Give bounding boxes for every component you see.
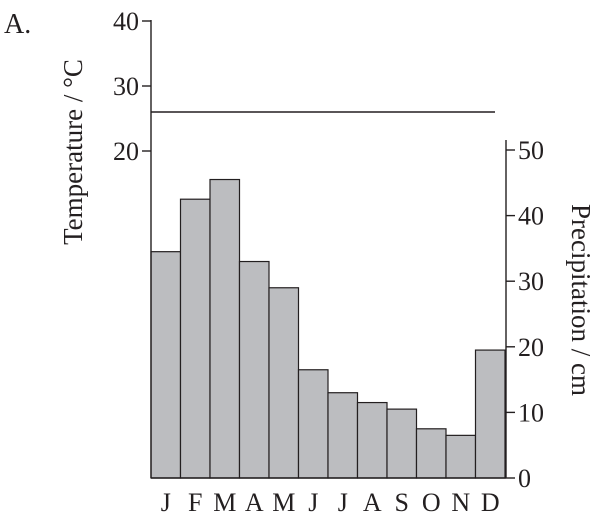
panel-label: A. <box>4 9 31 40</box>
x-tick-label: M <box>272 488 295 517</box>
right-tick-label: 0 <box>518 464 531 493</box>
precipitation-bar <box>356 401 388 479</box>
x-tick-label: J <box>161 488 171 517</box>
x-tick-label: M <box>213 488 236 517</box>
right-tick-label: 40 <box>518 202 544 231</box>
left-tick-label: 30 <box>113 72 139 101</box>
precipitation-bar <box>445 434 477 479</box>
precipitation-bar <box>297 369 329 479</box>
precipitation-bar <box>150 251 182 479</box>
x-tick-label: S <box>395 488 409 517</box>
precipitation-bar <box>386 408 418 479</box>
right-tick-label: 10 <box>518 398 544 427</box>
precipitation-bars <box>150 178 506 479</box>
x-tick-label: N <box>451 488 470 517</box>
right-tick-label: 30 <box>518 267 544 296</box>
right-tick-label: 20 <box>518 333 544 362</box>
precipitation-bar <box>474 349 506 479</box>
left-axis-title: Temperature / °C <box>58 59 88 245</box>
left-tick-label: 40 <box>113 7 139 36</box>
precipitation-bar <box>209 178 241 479</box>
precipitation-bar <box>238 260 270 479</box>
x-tick-label: A <box>245 488 264 517</box>
precipitation-bar <box>327 392 359 479</box>
x-tick-label: J <box>308 488 318 517</box>
left-tick-label: 20 <box>113 137 139 166</box>
precipitation-bar <box>415 428 447 479</box>
x-tick-label: F <box>188 488 202 517</box>
right-tick-label: 50 <box>518 136 544 165</box>
right-y-axis: 0 10 20 30 40 50 <box>506 136 544 493</box>
precipitation-bar <box>179 198 211 479</box>
right-axis-title: Precipitation / cm <box>566 204 594 396</box>
chart-axes <box>150 20 507 479</box>
left-y-axis: 20 30 40 <box>113 7 151 166</box>
x-tick-label: A <box>363 488 382 517</box>
precipitation-bar <box>268 287 300 479</box>
x-tick-label: J <box>338 488 348 517</box>
x-tick-label: O <box>422 488 441 517</box>
x-tick-label: D <box>481 488 500 517</box>
